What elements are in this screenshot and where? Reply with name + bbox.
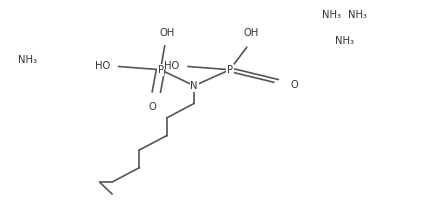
Text: HO: HO <box>164 61 179 71</box>
Text: NH₃: NH₃ <box>322 10 341 20</box>
Text: N: N <box>190 81 198 91</box>
Text: P: P <box>227 65 233 75</box>
Text: P: P <box>157 65 164 75</box>
Text: OH: OH <box>243 28 259 38</box>
Text: HO: HO <box>95 61 110 71</box>
Text: O: O <box>291 80 299 90</box>
Text: NH₃: NH₃ <box>18 55 37 65</box>
Text: O: O <box>148 102 156 112</box>
Text: OH: OH <box>159 28 174 38</box>
Text: NH₃: NH₃ <box>335 36 354 46</box>
Text: NH₃: NH₃ <box>348 10 367 20</box>
